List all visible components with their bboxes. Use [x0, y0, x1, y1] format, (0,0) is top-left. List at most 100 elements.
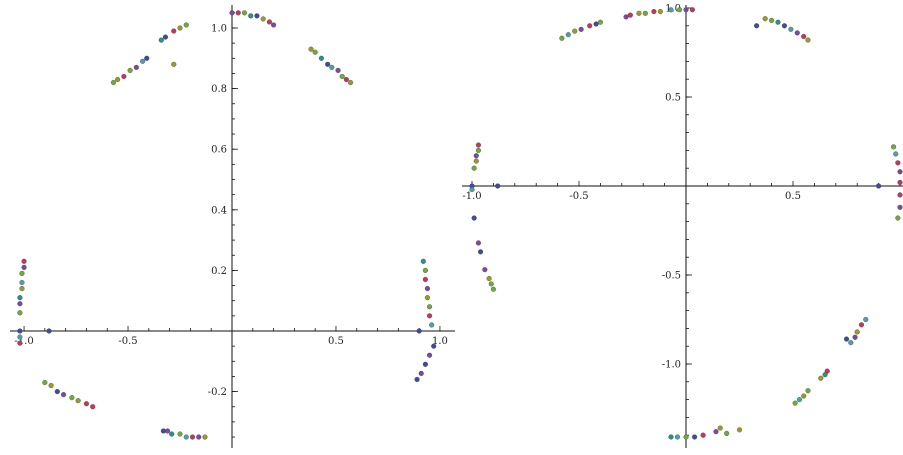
data-point [414, 376, 420, 383]
data-point [818, 375, 824, 381]
data-point [46, 328, 52, 334]
data-point [858, 322, 865, 328]
data-point [623, 14, 629, 20]
data-point [475, 142, 481, 148]
data-point [241, 10, 248, 16]
data-point [416, 328, 422, 334]
data-point [312, 49, 318, 55]
data-point [426, 352, 433, 358]
data-point [893, 151, 899, 157]
data-point [897, 204, 903, 210]
scatter-plot-right: -1.0-0.50.5-1.0-0.50.51.0 [462, 4, 903, 448]
data-point [668, 434, 674, 440]
data-point [422, 361, 428, 367]
data-point [559, 35, 565, 41]
y-tick-label: -0.5 [662, 271, 681, 282]
data-point [852, 334, 858, 340]
y-tick-label: 0.2 [211, 266, 227, 277]
data-point [83, 401, 89, 407]
data-point [593, 21, 599, 27]
data-point [318, 55, 324, 61]
data-point [19, 286, 25, 292]
data-point [171, 61, 177, 67]
data-point [471, 165, 477, 171]
data-point [426, 304, 433, 310]
data-point [683, 7, 689, 13]
data-point [794, 30, 800, 36]
y-tick-label: 0.4 [211, 205, 227, 216]
data-point [587, 23, 593, 29]
data-point [347, 79, 354, 86]
data-point [651, 9, 657, 15]
x-tick-label: -0.5 [118, 336, 137, 347]
data-point [627, 12, 633, 18]
data-point [144, 55, 150, 61]
data-point [792, 400, 798, 406]
data-point [422, 267, 428, 273]
data-point [713, 429, 719, 435]
data-point [140, 58, 146, 64]
data-point [229, 10, 235, 16]
x-tick-label: -1.0 [14, 336, 33, 347]
data-point [805, 37, 811, 43]
data-point [473, 153, 479, 159]
data-point [266, 19, 272, 25]
data-point [495, 183, 501, 189]
data-point [90, 404, 96, 410]
data-point [897, 169, 903, 175]
data-point [329, 64, 335, 70]
data-point [17, 301, 23, 307]
data-point [418, 370, 424, 376]
data-point [21, 258, 27, 264]
data-point [21, 264, 27, 270]
data-point [343, 76, 349, 83]
data-point [863, 316, 869, 323]
data-point [164, 428, 171, 434]
data-point [572, 28, 578, 34]
data-point [473, 158, 479, 164]
data-point [471, 215, 477, 221]
data-point [335, 67, 341, 73]
data-point [854, 329, 860, 335]
data-point [801, 393, 807, 399]
data-point [325, 61, 331, 67]
data-point [426, 313, 433, 319]
data-point [668, 7, 674, 13]
data-point [895, 160, 901, 166]
data-point [158, 37, 164, 43]
data-point [636, 10, 642, 16]
data-point [897, 192, 903, 198]
data-point [490, 286, 496, 292]
data-point [578, 26, 584, 32]
data-point [424, 295, 431, 301]
data-point [469, 187, 475, 193]
data-point [775, 19, 781, 25]
data-point [19, 279, 25, 286]
data-point [805, 388, 811, 394]
data-point [843, 336, 850, 342]
data-point [54, 389, 60, 395]
data-point [177, 25, 183, 31]
data-point [724, 430, 730, 436]
x-tick-label: 1.0 [432, 336, 448, 347]
data-point [121, 73, 127, 80]
data-point [424, 286, 431, 292]
data-point [876, 183, 882, 189]
data-point [597, 19, 603, 25]
y-tick-label: -1.0 [662, 360, 681, 371]
data-point [189, 434, 196, 440]
y-tick-label: 1.0 [211, 24, 227, 35]
data-point [171, 28, 177, 34]
data-point [19, 270, 25, 276]
data-point [475, 147, 481, 153]
data-point [692, 434, 698, 440]
data-point [674, 434, 680, 440]
data-point [482, 267, 488, 273]
data-point [308, 46, 314, 52]
data-point [683, 434, 689, 440]
x-tick-label: 0.5 [785, 191, 801, 202]
data-point [420, 258, 426, 264]
data-point [48, 382, 54, 389]
x-tick-label: -0.5 [569, 191, 588, 202]
